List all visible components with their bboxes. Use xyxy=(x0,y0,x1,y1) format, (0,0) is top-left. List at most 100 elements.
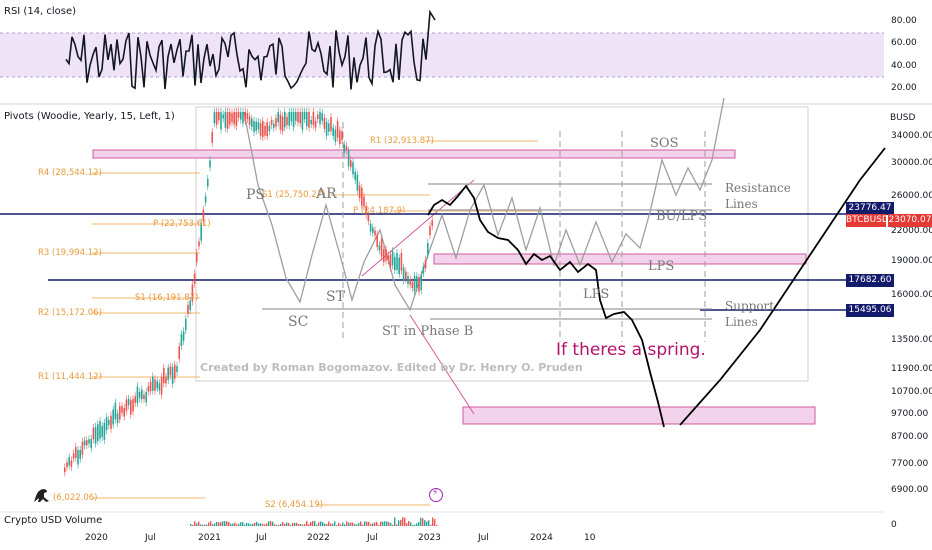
volume-bars xyxy=(190,517,438,526)
candle xyxy=(240,112,242,120)
candle xyxy=(94,426,97,444)
time-tick: 2022 xyxy=(307,533,330,543)
volume-indicator-title[interactable]: Crypto USD Volume xyxy=(4,515,103,526)
volume-bar xyxy=(290,524,292,526)
pivots-indicator-title[interactable]: Pivots (Woodie, Yearly, 15, Left, 1) xyxy=(4,111,175,122)
candle xyxy=(347,150,350,167)
volume-bar xyxy=(198,521,200,526)
candle xyxy=(121,406,123,413)
volume-bar xyxy=(196,523,198,526)
candle xyxy=(273,123,275,128)
volume-bar xyxy=(368,521,370,526)
candle xyxy=(295,112,297,121)
candle xyxy=(215,112,218,125)
price-tag-15495[interactable]: 15495.06 xyxy=(846,304,894,317)
volume-bar xyxy=(434,518,436,526)
candle xyxy=(268,125,271,131)
volume-bar xyxy=(278,524,280,526)
volume-bar xyxy=(308,524,310,526)
candle xyxy=(427,243,429,255)
candle xyxy=(75,447,77,458)
volume-bar xyxy=(344,524,346,526)
volume-bar xyxy=(388,521,390,526)
wyckoff-label-ps: PS xyxy=(246,187,266,203)
zone-spring xyxy=(462,406,816,425)
candle xyxy=(176,366,178,372)
candle xyxy=(127,398,130,406)
rsi-indicator-title[interactable]: RSI (14, close) xyxy=(4,6,77,17)
candle xyxy=(235,112,238,126)
volume-bar xyxy=(394,517,396,526)
volume-bar xyxy=(236,524,238,526)
wyckoff-label-lps-2: LPS xyxy=(583,287,610,302)
volume-bar xyxy=(370,524,372,526)
price-tag-23776[interactable]: 23776.47 xyxy=(846,202,894,215)
candle xyxy=(284,112,286,128)
candle xyxy=(141,389,143,400)
candle xyxy=(328,123,330,132)
volume-bar xyxy=(192,524,194,526)
volume-bar xyxy=(260,523,262,526)
candle xyxy=(143,394,145,400)
candle xyxy=(330,117,332,131)
candle xyxy=(259,123,262,136)
volume-bar xyxy=(416,523,418,526)
volume-bar xyxy=(244,524,246,526)
candle xyxy=(281,116,284,132)
volume-bar xyxy=(332,523,334,526)
candle xyxy=(90,439,92,449)
candle xyxy=(160,377,163,395)
candle xyxy=(224,112,227,128)
wyckoff-label-st: ST xyxy=(326,289,345,305)
candle xyxy=(394,256,396,271)
wyckoff-label-ar: AR xyxy=(316,186,337,202)
price-tick: 16000.00 xyxy=(891,290,932,300)
volume-bar xyxy=(362,524,364,526)
candle xyxy=(358,185,361,198)
candle xyxy=(350,160,352,168)
price-tick: 11900.00 xyxy=(891,364,932,374)
candle xyxy=(431,220,433,226)
price-tag-17682[interactable]: 17682.60 xyxy=(846,274,894,287)
volume-bar xyxy=(380,521,382,526)
rsi-line xyxy=(65,9,436,90)
last-price-tag[interactable]: 23070.07 xyxy=(888,214,932,227)
candle xyxy=(383,249,385,263)
candle xyxy=(248,116,251,126)
volume-bar xyxy=(374,522,376,526)
time-tick: 2024 xyxy=(530,533,553,543)
volume-bar xyxy=(348,522,350,526)
candle xyxy=(149,381,152,392)
volume-bar xyxy=(354,523,356,526)
volume-bar xyxy=(400,519,402,526)
volume-bar xyxy=(426,521,428,526)
candle xyxy=(365,206,367,216)
volume-bar xyxy=(240,522,242,526)
candle xyxy=(312,112,315,126)
candle xyxy=(398,257,400,275)
candle xyxy=(299,112,301,124)
volume-bar xyxy=(266,523,268,526)
symbol-tag[interactable]: BTCBUSD xyxy=(846,214,889,227)
volume-bar xyxy=(202,524,204,526)
pivot-label-r4: R4 (28,544.12) xyxy=(38,168,102,178)
lightning-icon[interactable]: ⚡ xyxy=(429,488,443,502)
pivot-label-p: P (22,753.61) xyxy=(153,219,211,229)
pivot-label-r2: R2 (15,172.06) xyxy=(38,308,102,318)
candle xyxy=(114,402,117,420)
candle xyxy=(255,121,257,131)
volume-bar xyxy=(358,523,360,526)
candle xyxy=(286,116,288,126)
price-tick: 13500.00 xyxy=(891,335,932,345)
volume-bar xyxy=(412,524,414,526)
recovery-path xyxy=(679,147,886,426)
spring-connector-2 xyxy=(361,179,475,277)
volume-bar xyxy=(364,521,366,526)
candle xyxy=(387,255,389,261)
wyckoff-label-bu-lps: BU/LPS xyxy=(656,209,708,224)
price-unit: BUSD xyxy=(890,113,916,123)
volume-bar xyxy=(390,522,392,526)
volume-bar xyxy=(234,522,236,526)
